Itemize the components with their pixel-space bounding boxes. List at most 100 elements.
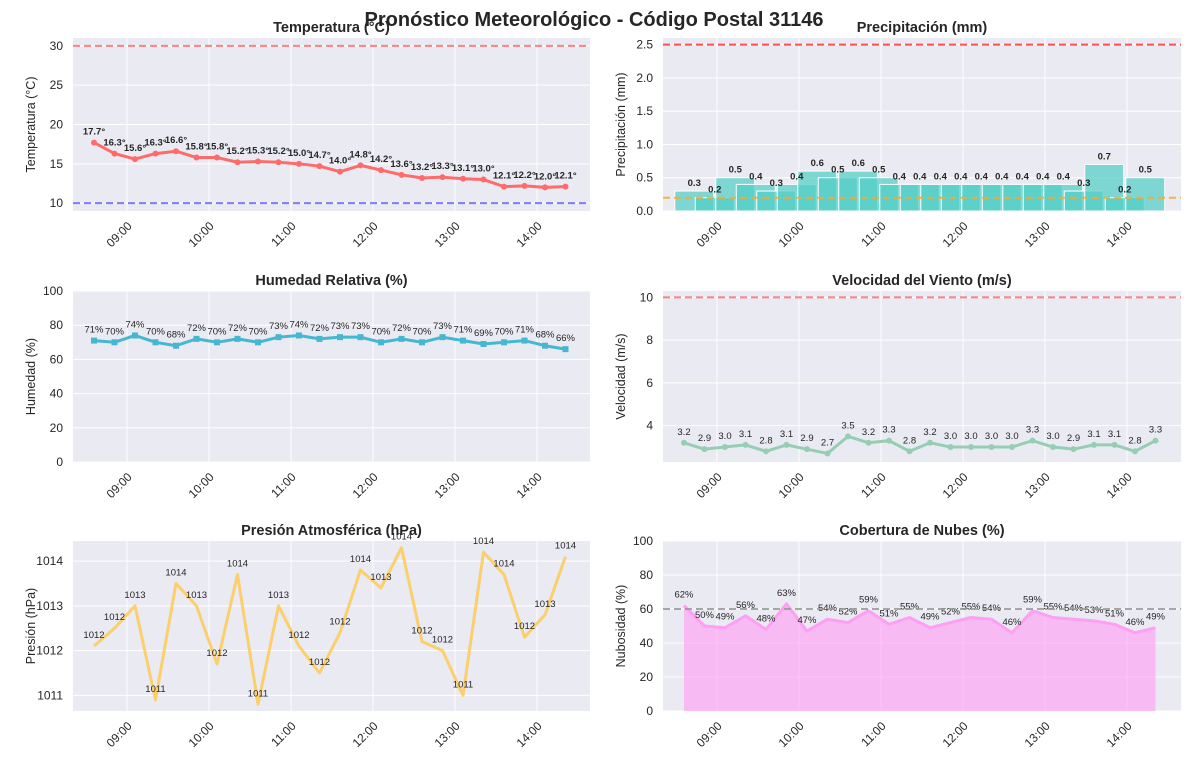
point-value-label: 1014 bbox=[555, 541, 576, 552]
y-tick-label: 6 bbox=[646, 376, 653, 390]
cloud-area-fill bbox=[684, 603, 1156, 711]
precip-bar bbox=[1125, 177, 1166, 212]
point-value-label: 1014 bbox=[165, 568, 186, 579]
point-value-label: 13.3° bbox=[431, 161, 453, 172]
series-line-pres bbox=[93, 546, 567, 706]
data-point bbox=[460, 337, 466, 344]
point-value-label: 72% bbox=[228, 323, 248, 334]
point-value-label: 3.3 bbox=[1149, 425, 1162, 436]
point-value-label: 3.0 bbox=[1005, 431, 1018, 442]
point-value-label: 1011 bbox=[453, 679, 473, 690]
point-value-label: 1014 bbox=[227, 559, 248, 570]
y-axis-label: Nubosidad (%) bbox=[614, 585, 628, 668]
data-point bbox=[214, 154, 220, 161]
point-value-label: 15.2° bbox=[226, 146, 248, 157]
point-value-label: 73% bbox=[433, 321, 453, 332]
y-axis-label: Velocidad (m/s) bbox=[614, 333, 628, 419]
point-value-label: 47% bbox=[797, 615, 817, 626]
point-value-label: 70% bbox=[207, 326, 227, 337]
data-point bbox=[296, 332, 302, 339]
bar-value-label: 0.4 bbox=[1057, 171, 1071, 182]
point-value-label: 1012 bbox=[104, 612, 125, 623]
point-value-label: 2.9 bbox=[1067, 433, 1080, 444]
point-value-label: 73% bbox=[330, 321, 350, 332]
data-point bbox=[927, 439, 933, 446]
y-tick-label: 15 bbox=[50, 157, 64, 171]
y-tick-label: 100 bbox=[633, 534, 653, 548]
bar-value-label: 0.5 bbox=[729, 165, 743, 176]
point-value-label: 16.3° bbox=[144, 138, 166, 149]
point-value-label: 3.0 bbox=[718, 431, 731, 442]
plot-area-wind bbox=[663, 291, 1181, 462]
data-point bbox=[1132, 448, 1138, 455]
y-tick-label: 4 bbox=[646, 419, 653, 433]
data-point bbox=[865, 439, 872, 446]
y-tick-label: 80 bbox=[640, 568, 654, 582]
point-value-label: 2.7 bbox=[821, 437, 834, 448]
y-tick-label: 80 bbox=[50, 318, 64, 332]
y-tick-label: 0 bbox=[56, 455, 63, 469]
data-point bbox=[742, 441, 749, 448]
y-tick-label: 1011 bbox=[37, 688, 63, 702]
y-tick-label: 1012 bbox=[36, 644, 63, 658]
point-value-label: 54% bbox=[982, 603, 1002, 614]
y-tick-label: 1.5 bbox=[636, 104, 653, 118]
point-value-label: 59% bbox=[859, 595, 879, 606]
data-point bbox=[193, 154, 200, 161]
y-tick-label: 0 bbox=[646, 704, 653, 718]
bar-value-label: 0.4 bbox=[1016, 171, 1030, 182]
data-point bbox=[783, 441, 790, 448]
point-value-label: 3.0 bbox=[1046, 431, 1059, 442]
point-value-label: 1012 bbox=[309, 657, 330, 668]
point-value-label: 49% bbox=[715, 612, 735, 623]
y-tick-label: 40 bbox=[50, 387, 64, 401]
data-point bbox=[562, 183, 569, 190]
point-value-label: 3.3 bbox=[882, 425, 895, 436]
point-value-label: 1011 bbox=[248, 688, 268, 699]
point-value-label: 1011 bbox=[145, 684, 165, 695]
data-point bbox=[255, 339, 261, 346]
y-tick-label: 0.0 bbox=[636, 204, 653, 218]
data-point bbox=[132, 156, 138, 163]
data-point bbox=[296, 160, 302, 167]
y-tick-label: 100 bbox=[43, 284, 63, 298]
point-value-label: 15.8° bbox=[185, 142, 207, 153]
point-value-label: 3.0 bbox=[944, 431, 957, 442]
data-point bbox=[1152, 437, 1159, 444]
data-point bbox=[255, 158, 261, 165]
bar-value-label: 0.2 bbox=[708, 185, 721, 196]
point-value-label: 13.6° bbox=[390, 159, 412, 170]
y-tick-label: 1.0 bbox=[636, 137, 653, 151]
point-value-label: 1013 bbox=[124, 590, 145, 601]
point-value-label: 72% bbox=[187, 323, 207, 334]
y-tick-label: 20 bbox=[50, 118, 64, 132]
point-value-label: 14.2° bbox=[370, 154, 392, 165]
point-value-label: 14.0° bbox=[329, 156, 351, 167]
data-point bbox=[214, 339, 220, 346]
y-tick-label: 40 bbox=[640, 636, 654, 650]
point-value-label: 14.7° bbox=[308, 150, 330, 161]
bar-value-label: 0.4 bbox=[975, 171, 989, 182]
point-value-label: 56% bbox=[736, 600, 756, 611]
point-value-label: 1012 bbox=[83, 630, 104, 641]
point-value-label: 53% bbox=[1084, 605, 1104, 616]
data-point bbox=[501, 339, 507, 346]
point-value-label: 1013 bbox=[534, 599, 555, 610]
point-value-label: 63% bbox=[777, 588, 797, 599]
data-point bbox=[439, 334, 446, 341]
point-value-label: 55% bbox=[900, 602, 920, 613]
series-line-hum bbox=[93, 333, 566, 351]
point-value-label: 3.0 bbox=[964, 431, 977, 442]
y-axis-label: Precipitación (mm) bbox=[614, 72, 628, 176]
series-line-cloud bbox=[682, 602, 1156, 635]
bar-value-label: 0.4 bbox=[995, 171, 1009, 182]
point-value-label: 46% bbox=[1125, 617, 1145, 628]
data-point bbox=[111, 150, 118, 157]
bar-value-label: 0.6 bbox=[852, 158, 865, 169]
point-value-label: 2.8 bbox=[1128, 435, 1141, 446]
data-point bbox=[111, 339, 118, 346]
y-tick-label: 60 bbox=[50, 352, 64, 366]
bar-value-label: 0.7 bbox=[1098, 151, 1111, 162]
point-value-label: 15.2° bbox=[267, 146, 289, 157]
point-value-label: 2.8 bbox=[903, 435, 916, 446]
